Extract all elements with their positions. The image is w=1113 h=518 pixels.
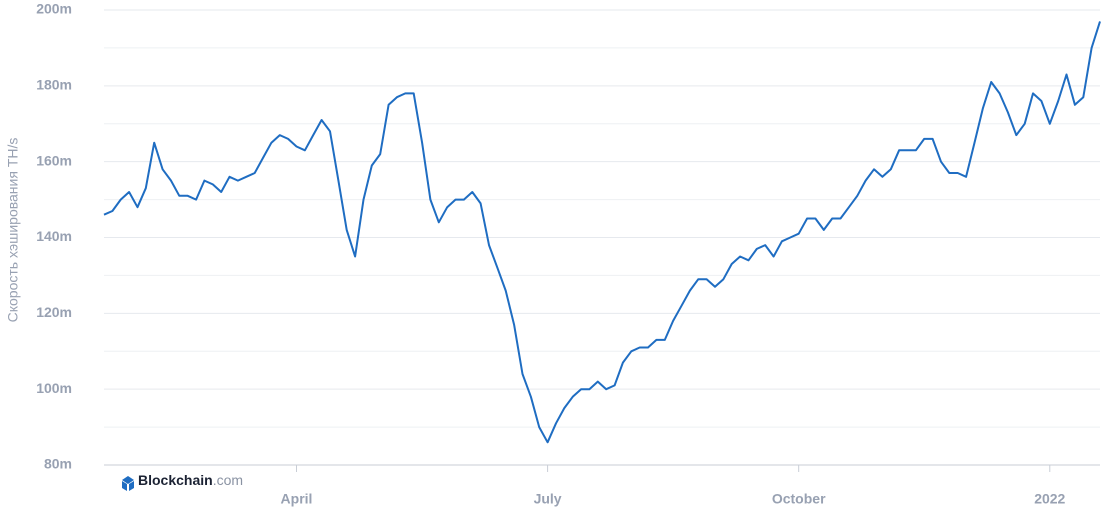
brand: Blockchain.com	[138, 472, 243, 488]
y-tick-label: 100m	[36, 380, 72, 396]
brand-name: Blockchain	[138, 472, 213, 488]
x-tick-label: 2022	[1034, 491, 1065, 507]
y-tick-label: 80m	[44, 456, 72, 472]
x-tick-label: October	[772, 491, 826, 507]
y-tick-label: 120m	[36, 304, 72, 320]
y-axis-label: Скорость хэширования TH/s	[5, 138, 21, 323]
logo-icon	[122, 476, 134, 491]
y-tick-label: 180m	[36, 77, 72, 93]
y-tick-label: 160m	[36, 152, 72, 168]
logo: Blockchain.com	[122, 472, 243, 491]
x-tick-label: July	[534, 491, 562, 507]
y-tick-label: 140m	[36, 228, 72, 244]
brand-domain: .com	[213, 472, 243, 488]
line	[103, 21, 1101, 444]
x-tick-label: April	[281, 491, 313, 507]
y-tick-label: 200m	[36, 1, 72, 17]
